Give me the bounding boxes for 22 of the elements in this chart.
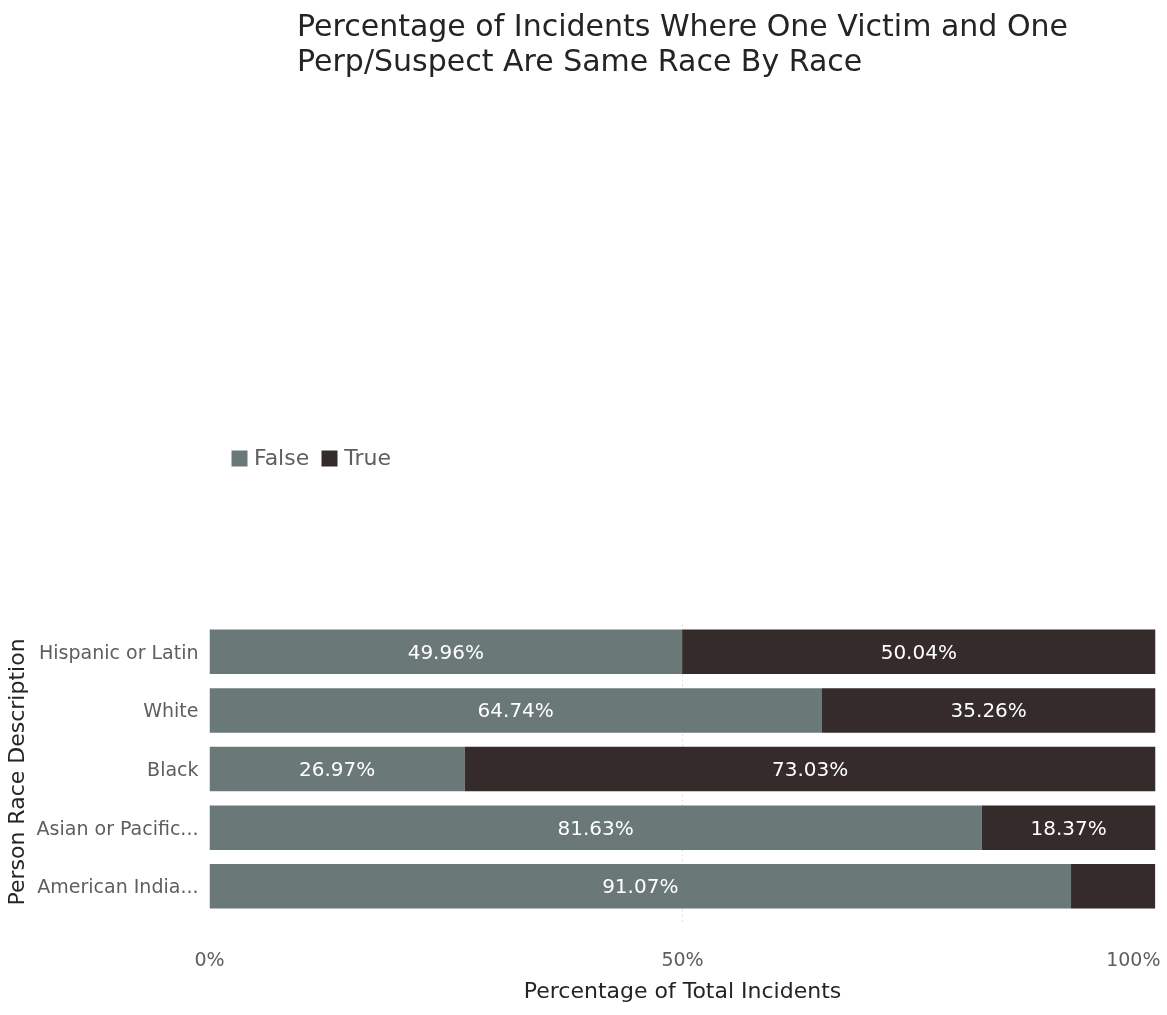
x-axis-title: Percentage of Total Incidents	[523, 977, 842, 1003]
y-tick-label: Hispanic or Latin	[39, 640, 199, 663]
data-label: 35.26%	[950, 698, 1027, 723]
x-tick-label: 50%	[661, 947, 704, 970]
chart-title: Percentage of Incidents Where One Victim and One Perp/Suspect Are Same Race By Race	[297, 7, 1068, 78]
y-tick-label: White	[143, 699, 199, 722]
data-label: 91.07%	[602, 874, 679, 899]
y-tick-label: Black	[147, 758, 199, 781]
legend-label: True	[344, 445, 391, 471]
data-label: 73.03%	[771, 757, 849, 782]
y-tick-label: Asian or Pacific...	[36, 816, 199, 839]
data-label: 26.97%	[298, 757, 376, 782]
y-axis-title: Person Race Description	[3, 638, 29, 906]
legend-label: False	[254, 445, 310, 471]
x-tick-label: 100%	[1106, 947, 1161, 970]
data-label: 81.63%	[557, 815, 634, 840]
data-label: 50.04%	[880, 639, 957, 664]
data-label: 18.37%	[1030, 815, 1107, 840]
y-tick-label: American India...	[37, 875, 199, 898]
data-label: 49.96%	[407, 639, 484, 664]
x-tick-label: 0%	[194, 947, 225, 970]
data-label: 64.74%	[477, 698, 554, 723]
